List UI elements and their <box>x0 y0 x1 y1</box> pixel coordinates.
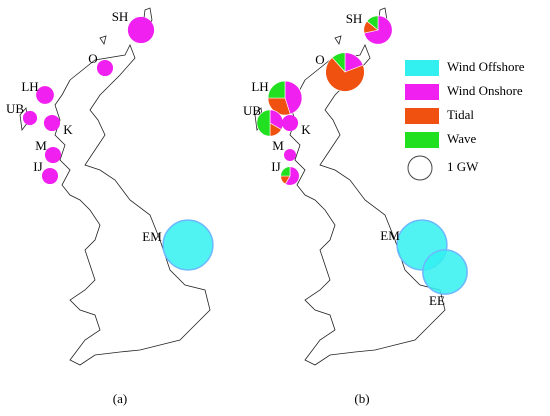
site-label: M <box>35 138 47 153</box>
legend-swatch <box>405 132 439 148</box>
site-label: SH <box>112 9 129 24</box>
pie-slice <box>325 57 365 92</box>
site-label: IJ <box>271 159 280 174</box>
pie-slice <box>44 146 62 164</box>
coastline <box>19 7 211 366</box>
scale-label: 1 GW <box>447 159 479 174</box>
legend-label: Tidal <box>447 107 474 122</box>
site-label: M <box>272 138 284 153</box>
site-label: EM <box>142 229 162 244</box>
site-label: O <box>315 52 324 67</box>
pie-slice <box>127 16 155 44</box>
legend-label: Wave <box>447 131 476 146</box>
pie-slice <box>267 80 286 99</box>
site-label: IJ <box>33 159 42 174</box>
site-label: UB <box>6 101 24 116</box>
site-label: K <box>63 122 73 137</box>
pie-slice <box>96 59 114 77</box>
pie-slice <box>366 15 379 31</box>
site-label: EM <box>380 228 400 243</box>
legend-label: Wind Offshore <box>447 59 525 74</box>
legend-label: Wind Onshore <box>447 83 523 98</box>
pie-slice <box>36 86 54 104</box>
pie-slice <box>256 109 271 137</box>
legend-swatch <box>405 60 439 76</box>
site-label: UB <box>243 103 261 118</box>
pie-slice <box>284 166 300 186</box>
site-label: SH <box>346 11 363 26</box>
legend-swatch <box>405 84 439 100</box>
pie-slice <box>41 167 59 185</box>
pie-slice <box>162 219 214 271</box>
site-label: LH <box>21 79 38 94</box>
pie-slice <box>43 114 61 132</box>
pie-slice <box>284 80 303 115</box>
pie-slice <box>280 166 291 177</box>
site-label: K <box>301 122 311 137</box>
pie-slice <box>331 52 346 73</box>
site-label: EE <box>429 293 445 308</box>
panel-label: (b) <box>354 391 369 406</box>
pie-slice <box>284 149 296 161</box>
legend-swatch <box>405 108 439 124</box>
pie-slice <box>422 249 468 295</box>
site-label: O <box>88 51 97 66</box>
pie-slice <box>281 114 299 132</box>
site-label: LH <box>251 79 268 94</box>
scale-circle <box>407 155 433 181</box>
pie-slice <box>22 110 38 126</box>
sites: (a) SH O LH UB K M IJ EM (b) SH O LH UB K M IJ EM EE Wind O… <box>6 9 525 406</box>
panel-label: (a) <box>113 391 127 406</box>
